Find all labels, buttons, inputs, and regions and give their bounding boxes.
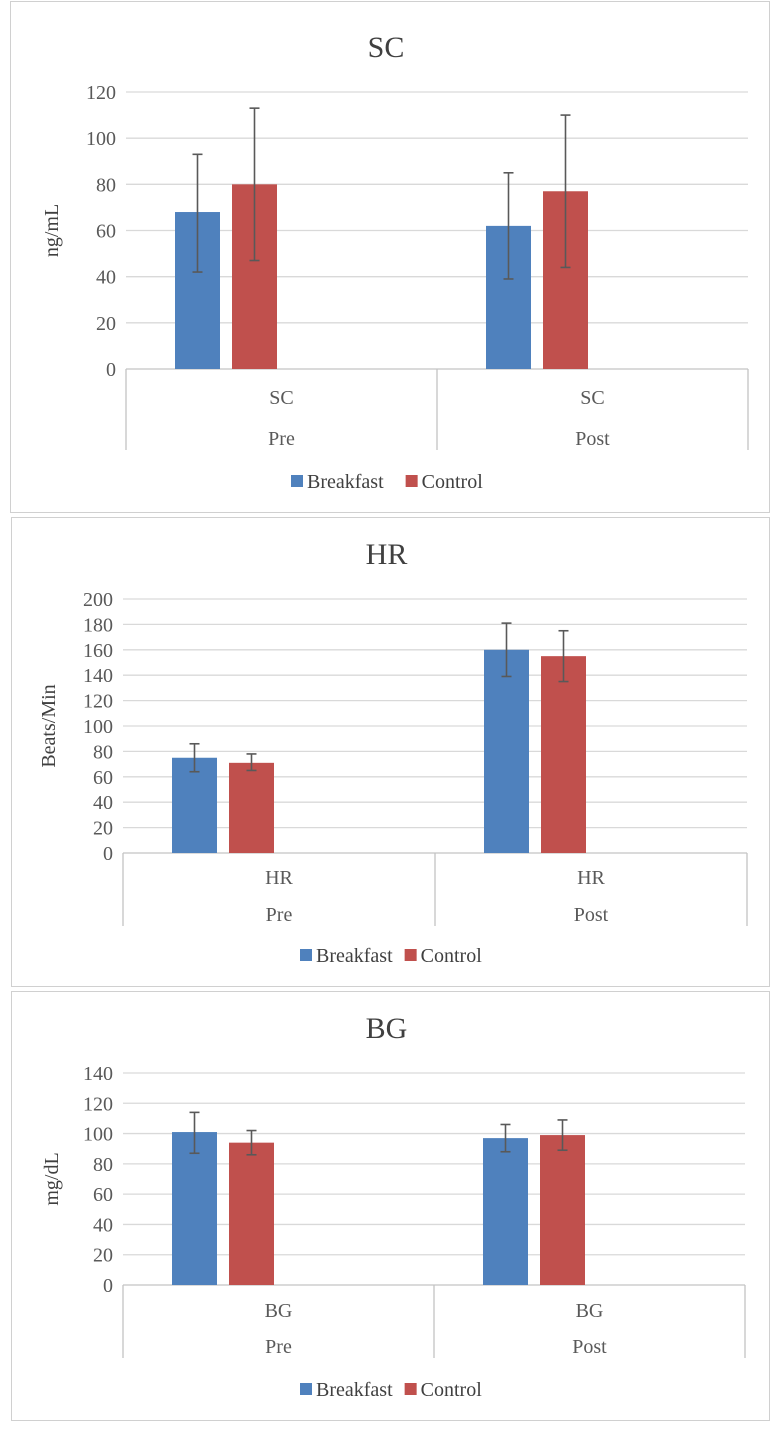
chart-sc: SC 0 20 40 60 80 100 120 ng/mL SC Pre SC Post Breakfa… [41,31,749,493]
y-tick-label: 80 [96,174,116,196]
y-tick-label: 80 [93,1154,113,1176]
y-tick-label: 100 [83,1124,113,1146]
chart-bg: BG 0 20 40 60 80 100 120 140 mg/dL BG Pre BG Post Brea… [41,1012,746,1401]
legend-label-breakfast: Breakfast [307,471,384,493]
bar-control-post [541,656,586,853]
group-label: Post [574,904,609,926]
category-label: BG [576,1300,604,1322]
chart-title-sc: SC [368,31,405,64]
y-tick-label: 60 [93,767,113,789]
group-label: Pre [266,904,293,926]
legend-swatch-breakfast [300,1383,312,1395]
y-tick-label: 100 [86,128,116,150]
legend-label-breakfast: Breakfast [316,945,393,967]
y-axis-label: mg/dL [41,1152,63,1205]
y-tick-label: 120 [86,82,116,104]
chart-title-bg: BG [366,1012,408,1045]
y-tick-label: 40 [93,792,113,814]
y-tick-label: 100 [83,716,113,738]
y-tick-label: 20 [93,1245,113,1267]
bar-breakfast-pre [172,1132,217,1285]
y-tick-label: 0 [106,359,116,381]
group-label: Post [572,1336,607,1358]
chart-panel-bg: BG 0 20 40 60 80 100 120 140 mg/dL BG Pre BG Post Brea… [11,991,770,1421]
y-tick-label: 120 [83,1093,113,1115]
y-tick-label: 80 [93,741,113,763]
category-label: HR [265,867,293,889]
bar-control-pre [229,1142,274,1285]
bar-breakfast-pre [172,757,217,853]
y-tick-label: 200 [83,589,113,611]
y-tick-label: 140 [83,1063,113,1085]
y-tick-label: 140 [83,665,113,687]
y-tick-label: 20 [96,313,116,335]
y-tick-label: 120 [83,691,113,713]
legend-swatch-breakfast [291,475,303,487]
y-tick-label: 60 [96,221,116,243]
group-label: Pre [268,428,295,450]
group-label: Pre [265,1336,292,1358]
bar-breakfast-post [484,649,529,853]
y-tick-label: 60 [93,1184,113,1206]
legend-label-control: Control [421,1379,483,1401]
y-tick-label: 40 [93,1214,113,1236]
legend-swatch-control [405,475,418,487]
y-tick-label: 160 [83,640,113,662]
y-axis-label: ng/mL [41,204,63,257]
legend-swatch-control [404,1383,417,1395]
legend-label-control: Control [422,471,484,493]
category-label: SC [269,387,293,409]
category-label: SC [580,387,604,409]
legend-label-breakfast: Breakfast [316,1379,393,1401]
chart-panel-sc: SC 0 20 40 60 80 100 120 ng/mL SC Pre SC Post Breakfa… [10,1,770,513]
bar-control-post [540,1135,585,1285]
y-tick-label: 180 [83,614,113,636]
y-tick-label: 0 [103,843,113,865]
category-label: BG [265,1300,293,1322]
legend-swatch-breakfast [300,949,312,961]
y-tick-label: 0 [103,1275,113,1297]
category-label: HR [577,867,605,889]
y-tick-label: 20 [93,818,113,840]
chart-panel-hr: HR 0 20 40 60 80 100 120 140 160 180 200 Beats/Min HR… [11,517,770,987]
chart-hr: HR 0 20 40 60 80 100 120 140 160 180 200 Beats/Min HR… [38,538,748,967]
chart-title-hr: HR [366,538,408,571]
bar-control-pre [229,762,274,853]
y-axis-label: Beats/Min [38,684,60,767]
legend-swatch-control [404,949,417,961]
y-tick-label: 40 [96,267,116,289]
group-label: Post [575,428,610,450]
legend-label-control: Control [421,945,483,967]
bar-breakfast-post [483,1138,528,1285]
